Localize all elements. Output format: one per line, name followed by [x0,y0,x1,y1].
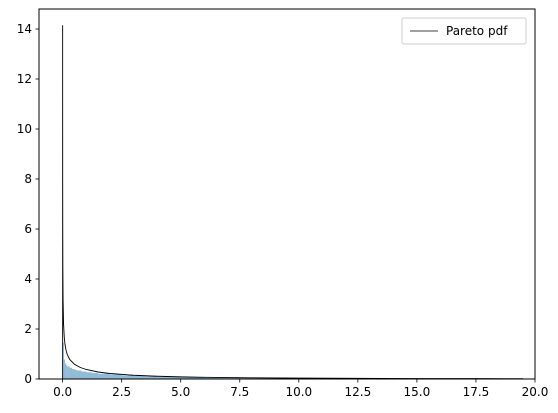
legend: Pareto pdf [401,17,527,45]
histogram-bar [180,377,205,379]
x-tick-label: 10.0 [285,385,312,399]
legend-box [401,17,527,45]
y-axis: 0 2 4 6 8 10 12 14 [17,22,39,386]
histogram-bar [92,373,99,379]
y-tick-label: 10 [17,122,32,136]
x-tick-label: 2.5 [112,385,131,399]
histogram-bar [69,367,73,379]
histogram-bar [63,359,65,379]
x-tick-label: 15.0 [404,385,431,399]
histogram-bar [86,372,93,379]
histogram-bar [133,376,146,379]
histogram-bar [72,369,75,379]
histogram-bar [64,363,67,379]
y-tick-label: 4 [24,272,32,286]
y-tick-label: 8 [24,172,32,186]
histogram-bar [145,376,158,379]
histogram-bar [157,377,181,379]
histogram-bar [81,371,87,379]
x-tick-label: 5.0 [171,385,190,399]
y-tick-label: 14 [17,22,32,36]
histogram-bar [98,373,110,379]
histogram-bar [66,365,68,379]
axes-frame [38,8,536,380]
plot-area [62,25,524,380]
histogram-bar [67,366,70,379]
y-tick-label: 12 [17,72,32,86]
histogram-bar [109,374,122,379]
x-tick-label: 0.0 [53,385,72,399]
y-tick-label: 2 [24,322,32,336]
y-tick-label: 0 [24,372,32,386]
x-tick-label: 20.0 [522,385,549,399]
legend-label: Pareto pdf [446,24,508,38]
x-tick-label: 12.5 [344,385,371,399]
histogram-bar [76,370,82,379]
histogram-bar [62,342,64,379]
y-tick-label: 6 [24,222,32,236]
histogram-bar [121,375,134,379]
pareto-pdf-line [62,25,524,380]
x-tick-label: 17.5 [463,385,490,399]
histogram-bar [74,369,77,379]
x-axis: 0.0 2.5 5.0 7.5 10.0 12.5 15.0 17.5 20.0 [53,379,548,399]
x-tick-label: 7.5 [230,385,249,399]
histogram-bar [204,377,240,379]
